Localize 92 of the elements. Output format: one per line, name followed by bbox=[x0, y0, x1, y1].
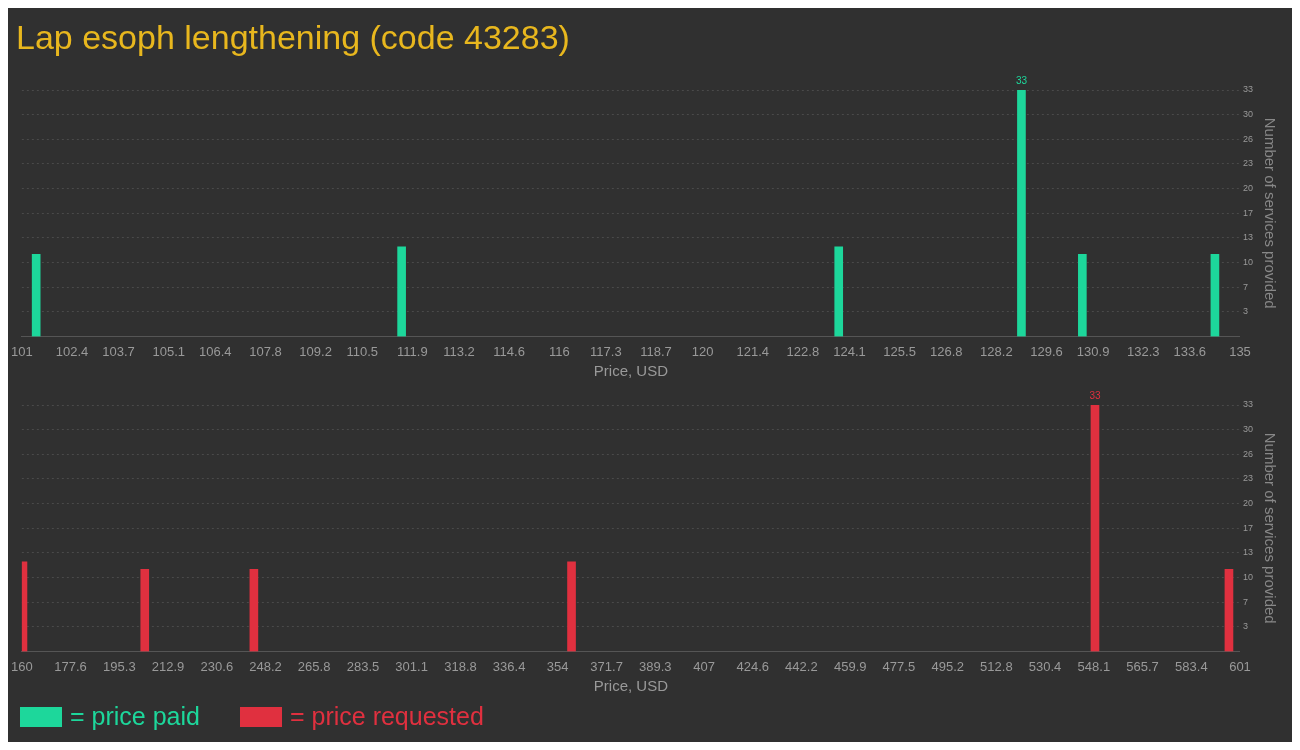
bar bbox=[1090, 405, 1100, 652]
bar bbox=[397, 246, 406, 337]
y-tick-label: 10 bbox=[1242, 571, 1253, 582]
x-tick-label: 110.5 bbox=[346, 343, 378, 359]
x-tick-label: 126.8 bbox=[929, 343, 963, 359]
x-tick-label: 389.3 bbox=[638, 658, 672, 674]
x-tick-label: 121.4 bbox=[736, 343, 770, 359]
x-tick-label: 102.4 bbox=[55, 343, 89, 359]
x-tick-label: 477.5 bbox=[882, 658, 916, 674]
bar bbox=[567, 561, 576, 652]
x-tick-label: 548.1 bbox=[1077, 658, 1111, 674]
bar bbox=[140, 568, 150, 652]
y-tick-label: 3 bbox=[1242, 621, 1248, 632]
x-tick-label: 130.9 bbox=[1076, 343, 1110, 359]
data-label: 33 bbox=[1089, 389, 1101, 401]
x-tick-label: 495.2 bbox=[931, 658, 965, 674]
x-axis-title: Price, USD bbox=[593, 362, 669, 380]
legend-label: = price requested bbox=[289, 702, 484, 731]
x-tick-label: 248.2 bbox=[249, 658, 282, 674]
y-axis-title: Number of services provided bbox=[1261, 117, 1279, 309]
x-tick-label: 301.1 bbox=[395, 658, 428, 674]
y-tick-label: 17 bbox=[1242, 522, 1253, 533]
x-tick-label: 113.2 bbox=[443, 343, 475, 359]
bar bbox=[1078, 253, 1087, 337]
y-tick-label: 33 bbox=[1242, 399, 1253, 410]
x-tick-label: 124.1 bbox=[833, 343, 866, 359]
y-tick-label: 30 bbox=[1242, 424, 1253, 435]
x-tick-label: 177.6 bbox=[54, 658, 87, 674]
x-tick-label: 120 bbox=[691, 343, 714, 359]
y-tick-label: 20 bbox=[1242, 498, 1253, 509]
x-tick-label: 135 bbox=[1229, 343, 1251, 359]
y-tick-label: 23 bbox=[1242, 473, 1253, 484]
x-tick-label: 111.9 bbox=[397, 343, 428, 359]
y-tick-label: 13 bbox=[1242, 232, 1253, 243]
chart-title: Lap esoph lengthening (code 43283) bbox=[15, 17, 571, 58]
x-tick-label: 106.4 bbox=[199, 343, 232, 359]
x-tick-label: 103.7 bbox=[102, 343, 135, 359]
y-axis-title: Number of services provided bbox=[1261, 432, 1279, 624]
y-tick-label: 3 bbox=[1242, 306, 1248, 317]
x-tick-label: 128.2 bbox=[980, 343, 1013, 359]
x-axis-title: Price, USD bbox=[593, 677, 669, 695]
x-tick-label: 230.6 bbox=[200, 658, 234, 674]
x-tick-label: 101 bbox=[10, 343, 33, 359]
x-tick-label: 160 bbox=[10, 658, 33, 674]
legend-label: = price paid bbox=[70, 702, 200, 731]
x-tick-label: 530.4 bbox=[1028, 658, 1062, 674]
x-tick-label: 116 bbox=[548, 343, 570, 359]
x-tick-label: 107.8 bbox=[249, 343, 282, 359]
x-tick-label: 601 bbox=[1229, 658, 1251, 674]
y-tick-label: 7 bbox=[1242, 281, 1248, 292]
x-tick-label: 105.1 bbox=[152, 343, 186, 359]
bar bbox=[1210, 253, 1220, 337]
bar bbox=[249, 568, 259, 652]
y-tick-label: 33 bbox=[1242, 84, 1253, 95]
y-tick-label: 26 bbox=[1242, 133, 1253, 144]
x-tick-label: 336.4 bbox=[492, 658, 526, 674]
x-tick-label: 125.5 bbox=[883, 343, 916, 359]
x-tick-label: 118.7 bbox=[640, 343, 672, 359]
y-tick-label: 17 bbox=[1242, 207, 1253, 218]
x-tick-label: 283.5 bbox=[346, 658, 380, 674]
y-tick-label: 23 bbox=[1242, 158, 1253, 169]
y-tick-label: 10 bbox=[1242, 256, 1253, 267]
x-tick-label: 354 bbox=[546, 658, 569, 674]
x-tick-label: 132.3 bbox=[1126, 343, 1160, 359]
data-label: 33 bbox=[1015, 74, 1028, 86]
x-tick-label: 442.2 bbox=[785, 658, 818, 674]
bar bbox=[1224, 568, 1234, 652]
bar bbox=[1017, 90, 1026, 337]
x-tick-label: 459.9 bbox=[833, 658, 867, 674]
x-tick-label: 371.7 bbox=[590, 658, 623, 674]
x-tick-label: 565.7 bbox=[1126, 658, 1159, 674]
y-tick-label: 7 bbox=[1242, 596, 1248, 607]
y-tick-label: 20 bbox=[1242, 183, 1253, 194]
x-tick-label: 265.8 bbox=[297, 658, 331, 674]
bar bbox=[31, 253, 41, 337]
x-tick-label: 114.6 bbox=[493, 343, 525, 359]
y-tick-label: 30 bbox=[1242, 109, 1253, 120]
x-tick-label: 424.6 bbox=[736, 658, 770, 674]
x-tick-label: 133.6 bbox=[1173, 343, 1207, 359]
x-tick-label: 212.9 bbox=[151, 658, 185, 674]
x-tick-label: 583.4 bbox=[1175, 658, 1208, 674]
x-tick-label: 195.3 bbox=[103, 658, 136, 674]
y-tick-label: 13 bbox=[1242, 547, 1253, 558]
x-tick-label: 512.8 bbox=[980, 658, 1013, 674]
x-tick-label: 117.3 bbox=[590, 343, 622, 359]
x-tick-label: 318.8 bbox=[444, 658, 477, 674]
x-tick-label: 122.8 bbox=[786, 343, 820, 359]
x-tick-label: 407 bbox=[693, 658, 715, 674]
y-tick-label: 26 bbox=[1242, 448, 1253, 459]
x-tick-label: 109.2 bbox=[299, 343, 332, 359]
x-tick-label: 129.6 bbox=[1030, 343, 1063, 359]
bar bbox=[834, 246, 844, 337]
